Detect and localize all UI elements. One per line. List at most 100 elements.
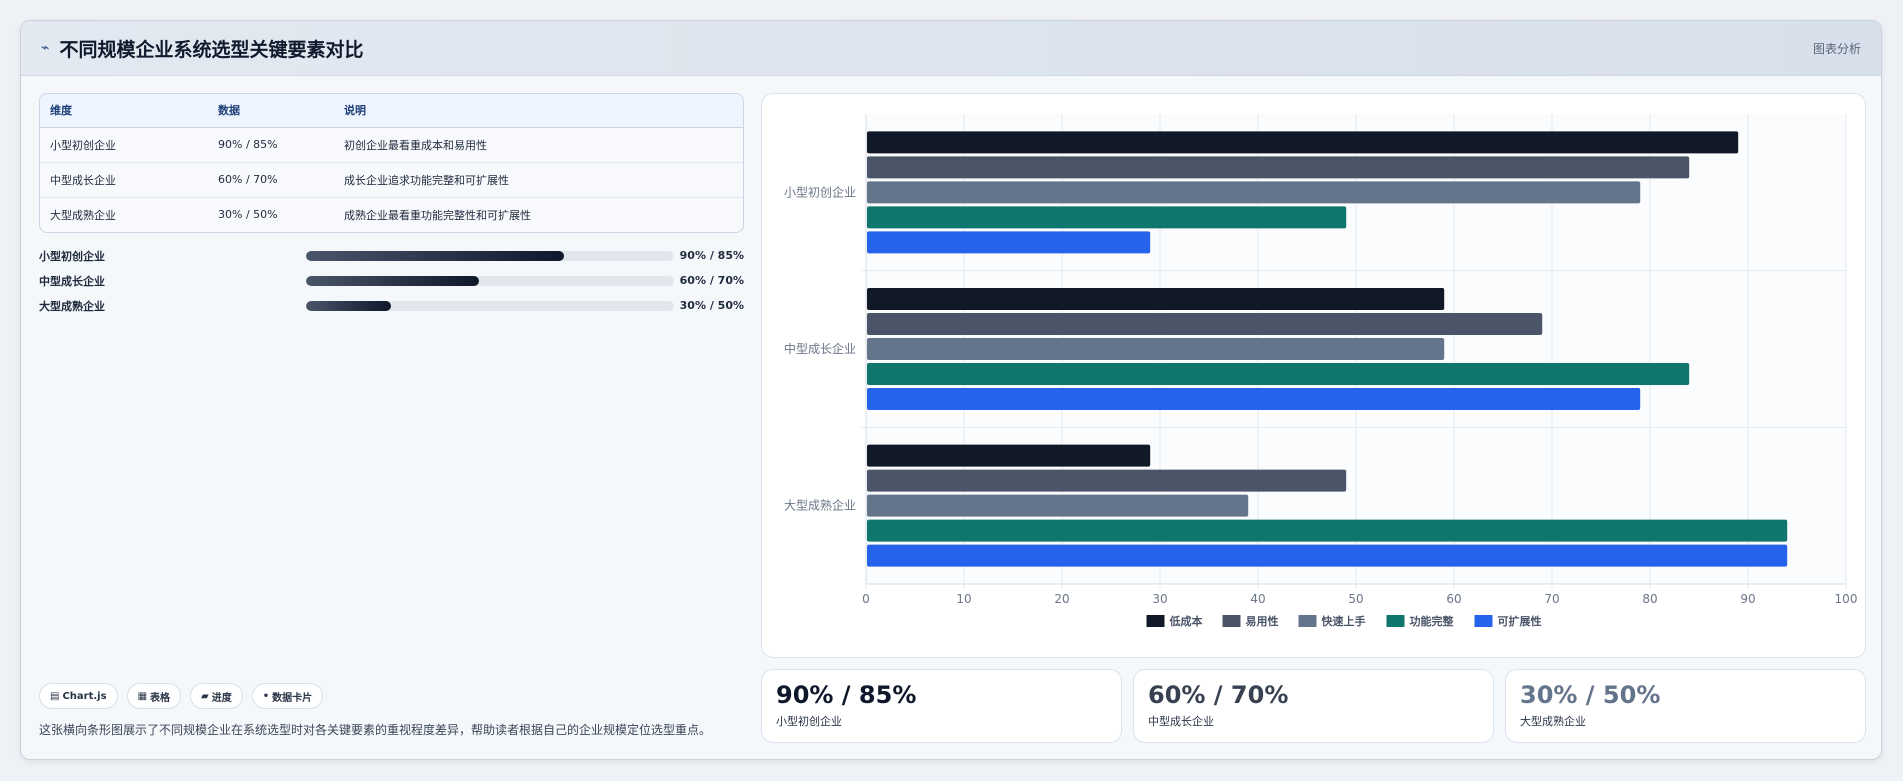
bar [867,181,1641,204]
legend-label: 低成本 [1169,614,1203,628]
chart-title-icon: ⌁ [41,40,50,56]
table-cell-description: 成熟企业最看重功能完整性和可扩展性 [344,208,531,222]
stat-cards: 90% / 85% 小型初创企业 60% / 70% 中型成长企业 30% / … [761,669,1866,743]
card-header: ⌁ 不同规模企业系统选型关键要素对比 图表分析 [21,21,1881,76]
x-tick-label: 70 [1544,592,1559,606]
bar [867,544,1788,567]
x-tick-label: 0 [862,592,870,606]
bar [867,363,1690,385]
progress-icon: ▰ [201,690,209,702]
table-cell-data: 90% / 85% [208,127,334,163]
table-cell-description: 成长企业追求功能完整和可扩展性 [334,162,743,198]
x-tick-label: 80 [1642,592,1657,606]
table-header-row: 维度 数据 说明 [40,94,743,128]
chart-description: 这张横向条形图展示了不同规模企业在系统选型时对各关键要素的重视程度差异，帮助读者… [39,723,712,737]
bar-chart: 0 10 20 30 40 50 60 70 80 90 100 小型初创企业中型成长企业大型成熟企业… [784,114,1858,628]
y-tick-label: 中型成长企业 [784,341,856,356]
table-row: 大型成熟企业 30% / 50% 成熟企业最看重功能完整性和可扩展性 [40,197,743,232]
x-tick-label: 90 [1740,592,1755,606]
table-icon: ▦ [137,690,148,702]
stat-card: 60% / 70% 中型成长企业 [1133,669,1494,743]
table-row: 中型成长企业 60% / 70% 成长企业追求功能完整和可扩展性 [40,162,743,198]
progress-fill [306,250,564,261]
legend-label: 快速上手 [1321,614,1366,628]
table-cell-dimension: 大型成熟企业 [50,208,116,222]
stat-label: 中型成长企业 [1148,715,1214,728]
bar [867,388,1641,410]
legend-swatch [1146,615,1165,627]
tag-chips: ▤ Chart.js ▦ 表格 ▰ 进度 • 数据卡片 [39,683,324,709]
bar [867,288,1445,310]
stat-card: 90% / 85% 小型初创企业 [761,669,1122,743]
progress-row: 中型成长企业 60% / 70% [39,268,744,293]
bar [867,469,1347,492]
x-tick-label: 10 [956,592,971,606]
chip-label: 表格 [150,692,171,704]
progress-track [306,300,674,311]
progress-label: 小型初创企业 [39,249,105,263]
chip-table[interactable]: ▦ 表格 [126,683,182,709]
table-cell-dimension: 中型成长企业 [40,162,208,198]
bar [867,313,1543,335]
progress-track [306,250,674,261]
data-table: 维度 数据 说明 小型初创企业 90% / 85% 初创企业最看重成本和易用性 … [39,93,744,233]
progress-fill [306,300,391,311]
legend-swatch [1298,615,1317,627]
x-tick-label: 20 [1054,592,1069,606]
table-cell-data: 30% / 50% [218,208,278,222]
chip-chartjs[interactable]: ▤ Chart.js [39,683,118,709]
chip-label: 数据卡片 [272,692,313,704]
card-icon: • [262,690,270,702]
x-tick-label: 40 [1250,592,1265,606]
left-panel: 维度 数据 说明 小型初创企业 90% / 85% 初创企业最看重成本和易用性 … [39,93,764,743]
table-header-dimension: 维度 [40,94,208,128]
progress-row: 大型成熟企业 30% / 50% [39,293,744,318]
bar [867,231,1151,254]
progress-value: 30% / 50% [679,299,744,312]
y-tick-label: 大型成熟企业 [784,498,856,513]
y-tick-label: 小型初创企业 [784,184,856,199]
chip-data-card[interactable]: • 数据卡片 [251,683,324,709]
legend-swatch [1222,615,1241,627]
chip-label: 进度 [211,692,232,704]
chart-card: ⌁ 不同规模企业系统选型关键要素对比 图表分析 维度 数据 说明 小型初创企业 … [20,20,1882,760]
chart-analysis-link[interactable]: 图表分析 [1812,41,1861,56]
stat-label: 小型初创企业 [776,715,842,728]
table-cell-data: 60% / 70% [208,162,334,198]
stat-value: 30% / 50% [1520,681,1661,709]
progress-label: 大型成熟企业 [39,299,105,313]
legend-label: 可扩展性 [1498,614,1542,628]
bar [867,444,1151,467]
bar [867,494,1249,517]
progress-track [306,275,674,286]
chip-label: Chart.js [62,690,107,702]
table-cell-dimension: 小型初创企业 [40,127,208,163]
bar [867,131,1739,154]
bar [867,156,1690,179]
progress-value: 90% / 85% [679,249,744,262]
table-cell-description: 初创企业最看重成本和易用性 [334,127,743,163]
progress-list: 小型初创企业 90% / 85% 中型成长企业 60% / 70% 大型成熟企业… [39,243,744,318]
table-header-description: 说明 [334,94,743,128]
progress-fill [306,275,479,286]
stat-card: 30% / 50% 大型成熟企业 [1505,669,1866,743]
chip-progress[interactable]: ▰ 进度 [190,683,243,709]
legend-label: 功能完整 [1410,614,1454,628]
table-row: 小型初创企业 90% / 85% 初创企业最看重成本和易用性 [40,127,743,163]
bar-chart-panel: 0 10 20 30 40 50 60 70 80 90 100 小型初创企业 中型成长企业 大型成熟企业… [761,93,1866,658]
table-header-data: 数据 [208,94,334,128]
x-tick-label: 50 [1348,592,1363,606]
x-tick-label: 100 [1835,592,1858,606]
bar [867,519,1788,542]
legend-swatch [1474,615,1493,627]
legend-swatch [1386,615,1405,627]
progress-label: 中型成长企业 [39,274,105,288]
legend-label: 易用性 [1246,614,1279,628]
chart-icon: ▤ [50,690,60,702]
page-title: 不同规模企业系统选型关键要素对比 [59,38,364,61]
progress-value: 60% / 70% [679,274,744,287]
bar [867,338,1445,360]
bar [867,206,1347,229]
stat-value: 60% / 70% [1148,681,1289,709]
stat-value: 90% / 85% [776,681,917,709]
